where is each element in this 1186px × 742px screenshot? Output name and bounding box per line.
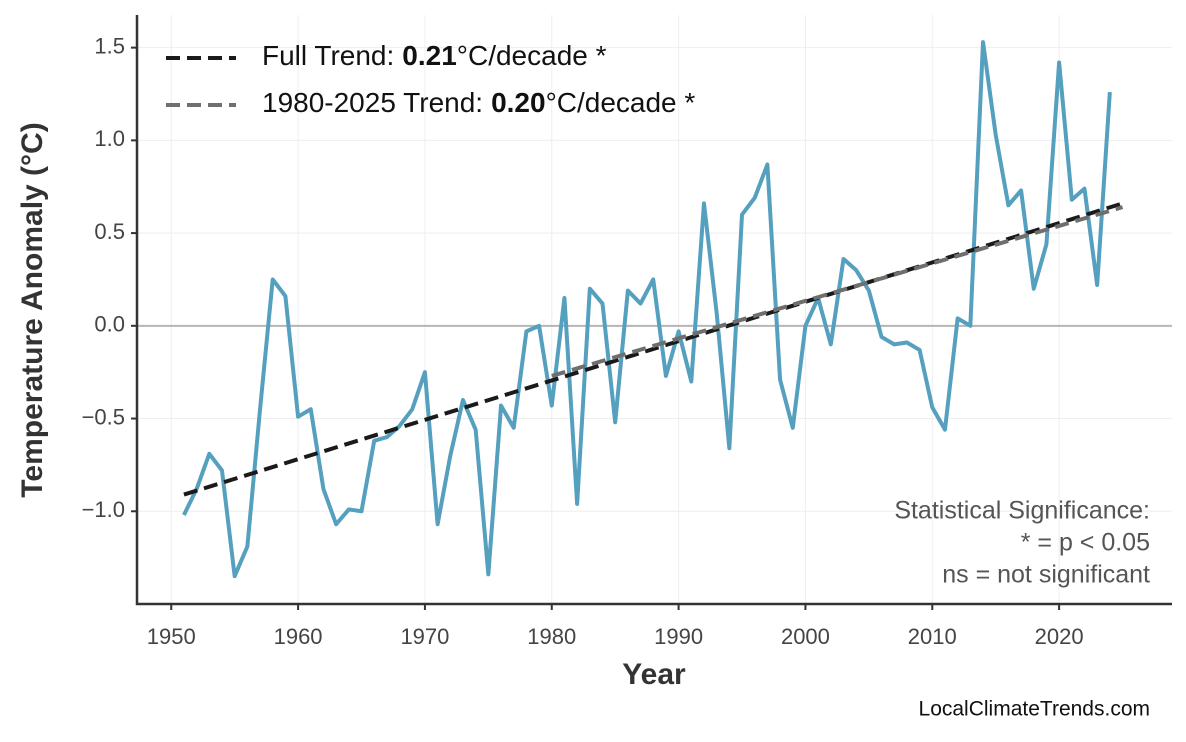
y-tick-label: 0.5 — [94, 219, 125, 244]
trend-line — [551, 205, 1124, 378]
x-tick-label: 2000 — [781, 624, 830, 649]
legend-unit: °C/decade * — [546, 87, 696, 118]
legend-unit: °C/decade * — [457, 40, 607, 71]
trend-line — [183, 201, 1124, 497]
x-tick-label: 1960 — [274, 624, 323, 649]
legend-label: 1980-2025 Trend: — [262, 87, 483, 118]
x-tick-label: 1970 — [400, 624, 449, 649]
source: LocalClimateTrends.com — [919, 698, 1150, 721]
legend-entry: 1980-2025 Trend: 0.20°C/decade * — [262, 87, 695, 118]
legend-slope: 0.21 — [402, 40, 457, 71]
x-tick-label: 1990 — [654, 624, 703, 649]
y-axis-label: Temperature Anomaly (°C) — [16, 122, 49, 497]
legend-label: Full Trend: — [262, 40, 394, 71]
y-tick-label: 1.5 — [94, 33, 125, 58]
axes — [135, 15, 1172, 606]
x-axis-label: Year — [622, 658, 686, 691]
legend-slope: 0.20 — [491, 87, 546, 118]
annotation: * = p < 0.05 — [1021, 529, 1150, 557]
y-tick-label: −1.0 — [82, 497, 125, 522]
y-tick-label: 0.0 — [94, 312, 125, 337]
x-tick-label: 1950 — [147, 624, 196, 649]
annotation: Statistical Significance: — [894, 497, 1150, 525]
data-line — [182, 40, 1112, 579]
x-tick-label: 2010 — [908, 624, 957, 649]
annotation: ns = not significant — [942, 561, 1150, 589]
legend-entry: Full Trend: 0.21°C/decade * — [262, 40, 607, 71]
y-tick-label: 1.0 — [94, 126, 125, 151]
x-tick-label: 2020 — [1035, 624, 1084, 649]
x-tick-label: 1980 — [527, 624, 576, 649]
y-tick-label: −0.5 — [82, 404, 125, 429]
